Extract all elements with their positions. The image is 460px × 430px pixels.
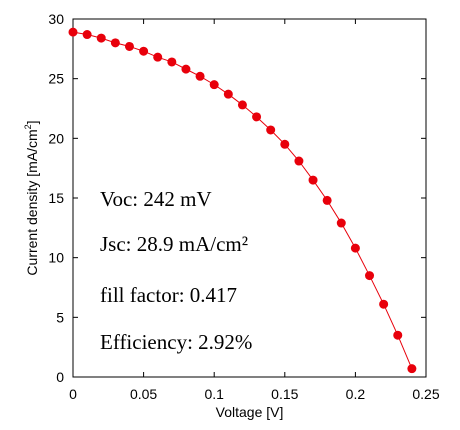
y-tick-label-0: 0 [56, 369, 64, 385]
data-point-7 [167, 57, 177, 67]
data-point-22 [379, 299, 389, 309]
data-point-14 [266, 125, 276, 135]
data-point-12 [237, 100, 247, 110]
y-tick-label-2: 10 [48, 250, 64, 266]
x-tick-label-0: 0 [69, 386, 77, 402]
tick-labels: 0 0.05 0.1 0.15 0.2 0.25 0 5 10 15 20 25 30 [48, 11, 439, 402]
x-tick-label-5: 0.25 [412, 386, 439, 402]
data-point-19 [336, 218, 346, 228]
data-point-3 [110, 38, 120, 48]
y-tick-label-6: 30 [48, 11, 64, 27]
data-point-9 [195, 71, 205, 81]
annotation-fill-factor: fill factor: 0.417 [100, 283, 237, 307]
data-point-20 [350, 243, 360, 253]
data-point-24 [407, 364, 417, 374]
y-tick-label-1: 5 [56, 309, 64, 325]
data-point-11 [223, 89, 233, 99]
x-tick-label-3: 0.15 [271, 386, 298, 402]
annotation-voc: Voc: 242 mV [100, 187, 212, 211]
data-point-21 [365, 271, 375, 281]
x-tick-label-1: 0.05 [130, 386, 157, 402]
data-point-5 [139, 46, 149, 56]
y-axis-label-sup: 2 [23, 124, 33, 129]
data-point-15 [280, 139, 290, 149]
annotation-jsc: Jsc: 28.9 mA/cm² [100, 232, 248, 256]
data-point-13 [252, 112, 262, 122]
y-tick-label-3: 15 [48, 190, 64, 206]
data-point-10 [209, 80, 219, 90]
data-point-1 [82, 30, 92, 40]
data-point-23 [393, 330, 403, 340]
x-axis-label: Voltage [V] [216, 404, 284, 420]
data-point-16 [294, 156, 304, 166]
data-point-8 [181, 64, 191, 74]
data-point-17 [308, 175, 318, 185]
data-points [68, 27, 417, 374]
x-tick-label-4: 0.2 [346, 386, 366, 402]
y-axis-label-end: ] [24, 120, 40, 124]
y-tick-label-4: 20 [48, 130, 64, 146]
y-axis-label: Current density [mA/cm2] [23, 120, 40, 275]
axis-ticks [72, 18, 427, 378]
annotation-efficiency: Efficiency: 2.92% [100, 330, 252, 354]
data-point-4 [124, 41, 134, 51]
data-point-6 [153, 52, 163, 62]
data-point-18 [322, 195, 332, 205]
x-tick-label-2: 0.1 [204, 386, 224, 402]
data-point-2 [96, 33, 106, 43]
data-point-0 [68, 27, 78, 37]
y-axis-label-main: Current density [mA/cm [24, 129, 40, 275]
y-tick-label-5: 25 [48, 71, 64, 87]
